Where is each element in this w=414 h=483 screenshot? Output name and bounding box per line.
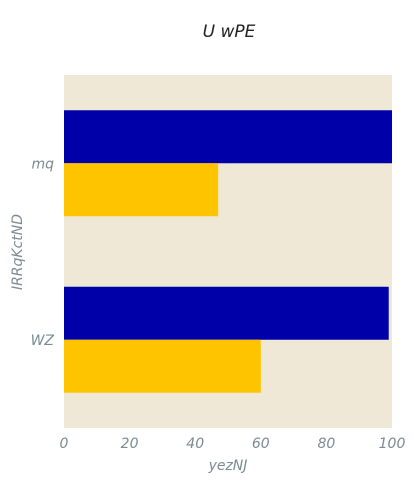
y-axis-label: IRRqKctND <box>10 214 26 290</box>
bar-mq-series-1 <box>64 110 392 164</box>
x-tick-label: 60 <box>252 436 270 452</box>
y-tick-label: mq <box>31 156 54 172</box>
y-tick-labels: mq WZ <box>31 156 55 349</box>
bar-mq-series-2 <box>64 163 219 217</box>
x-tick-labels: 0 20 40 60 80 100 <box>60 436 406 452</box>
x-tick-label: 80 <box>317 436 335 452</box>
x-axis-label: yezNJ <box>208 458 248 474</box>
y-tick-label: WZ <box>31 333 55 349</box>
bar-WZ-series-2 <box>64 339 261 393</box>
bar-WZ-series-1 <box>64 286 389 340</box>
x-tick-label: 40 <box>186 436 204 452</box>
x-tick-label: 20 <box>121 436 139 452</box>
x-tick-label: 0 <box>60 436 69 452</box>
bars <box>64 110 392 393</box>
chart-title: U wPE <box>203 22 256 42</box>
x-tick-label: 100 <box>379 436 406 452</box>
